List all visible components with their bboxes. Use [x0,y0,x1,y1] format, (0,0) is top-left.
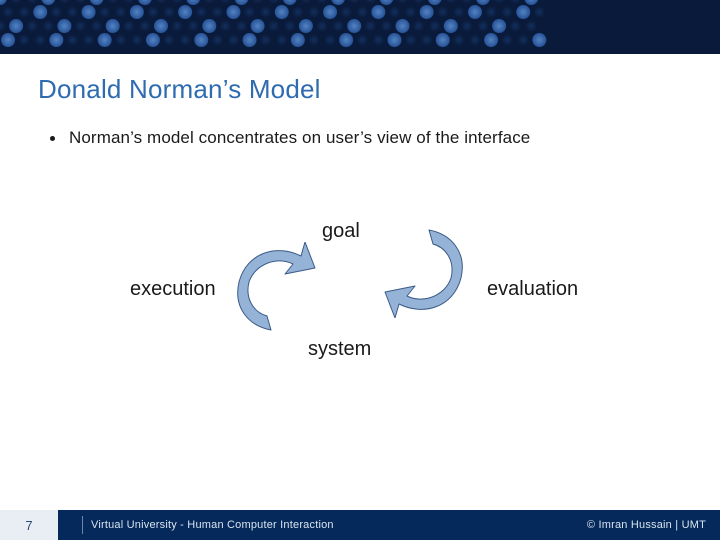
footer-divider [82,516,83,534]
bullet-text: Norman’s model concentrates on user’s vi… [69,128,530,148]
bullet-dot-icon [50,136,55,141]
curved-arrow-icon [227,242,317,338]
slide-title: Donald Norman’s Model [38,74,321,105]
label-execution: execution [130,278,216,301]
label-evaluation: evaluation [487,278,578,301]
page-number: 7 [0,510,58,540]
bullet-item: Norman’s model concentrates on user’s vi… [50,128,530,148]
slide: Donald Norman’s Model Norman’s model con… [0,0,720,540]
header-pattern [0,0,720,54]
header-bar [0,0,720,54]
footer-bar: 7 Virtual University - Human Computer In… [0,510,720,540]
footer-credit: © Imran Hussain | UMT [587,519,706,531]
label-goal: goal [322,220,360,243]
curved-arrow-icon [383,222,473,318]
footer-course-title: Virtual University - Human Computer Inte… [91,519,334,531]
arrow-right [383,222,473,323]
label-system: system [308,338,371,361]
arrow-left [227,242,317,343]
